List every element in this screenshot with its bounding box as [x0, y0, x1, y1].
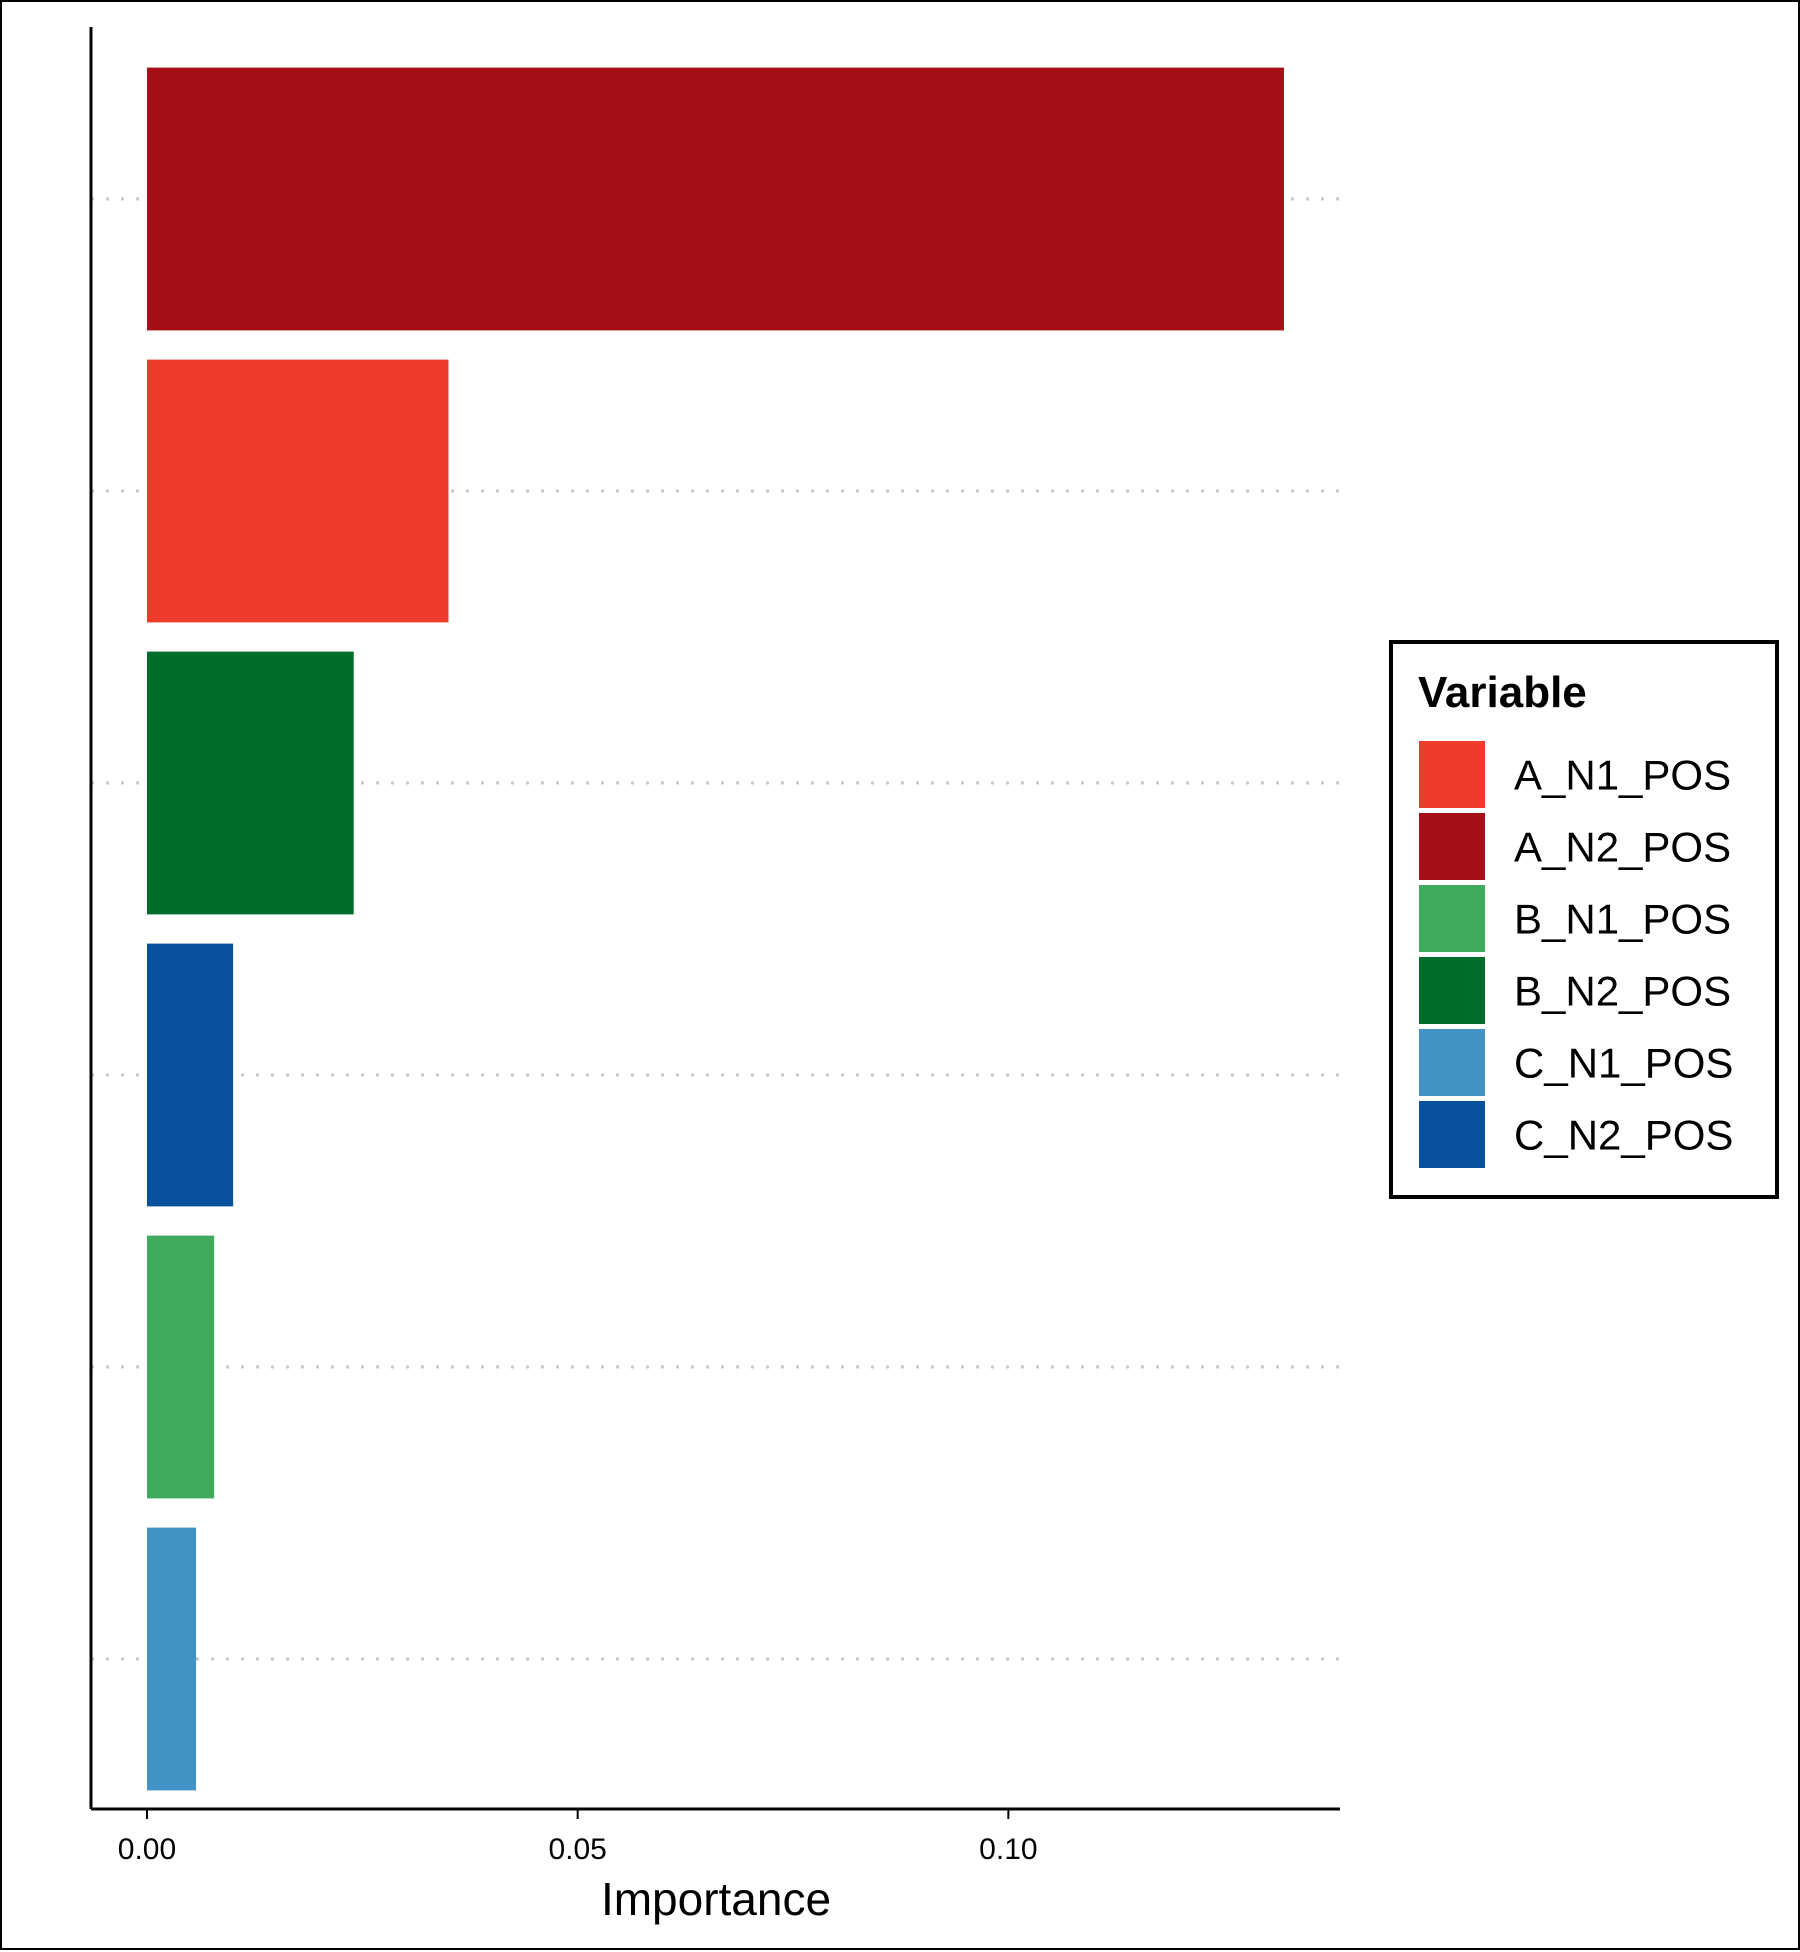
x-tick-label: 0.05: [548, 1833, 606, 1866]
legend-label-b-n2-pos: B_N2_POS: [1514, 968, 1731, 1015]
legend-swatch-b-n2-pos: [1419, 957, 1485, 1024]
axes: [89, 27, 1340, 1811]
legend: Variable A_N1_POS A_N2_POS B_N1_POS B_N2_PO…: [1389, 640, 1779, 1199]
bar-b-n1-pos: [146, 1235, 215, 1499]
x-tick-label: 0.00: [118, 1833, 176, 1866]
legend-label-a-n2-pos: A_N2_POS: [1514, 824, 1731, 871]
x-tick-label: 0.10: [979, 1833, 1037, 1866]
legend-title: Variable: [1418, 668, 1587, 717]
legend-label-a-n1-pos: A_N1_POS: [1514, 752, 1731, 799]
bar-c-n2-pos: [146, 943, 234, 1207]
legend-swatch-c-n2-pos: [1419, 1101, 1485, 1168]
bar-c-n1-pos: [146, 1527, 197, 1791]
legend-swatch-b-n1-pos: [1419, 885, 1485, 952]
legend-label-b-n1-pos: B_N1_POS: [1514, 896, 1731, 943]
bars: [146, 67, 1285, 1791]
bar-a-n2-pos: [146, 67, 1285, 331]
bar-b-n2-pos: [146, 651, 354, 915]
legend-entries: A_N1_POS A_N2_POS B_N1_POS B_N2_POS C_N1_POS…: [1419, 741, 1733, 1168]
x-ticks: 0.00 0.05 0.10: [118, 1809, 1038, 1866]
x-axis-title: Importance: [601, 1873, 831, 1925]
legend-swatch-a-n2-pos: [1419, 813, 1485, 880]
legend-label-c-n1-pos: C_N1_POS: [1514, 1040, 1733, 1087]
legend-label-c-n2-pos: C_N2_POS: [1514, 1112, 1733, 1159]
legend-swatch-a-n1-pos: [1419, 741, 1485, 808]
legend-swatch-c-n1-pos: [1419, 1029, 1485, 1096]
bar-a-n1-pos: [146, 359, 449, 623]
